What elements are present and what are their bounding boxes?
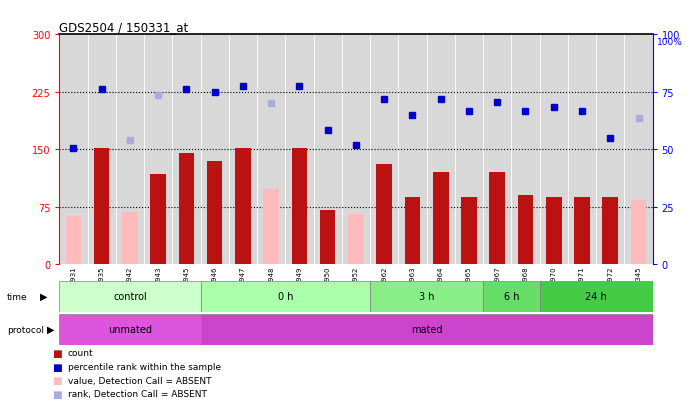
Bar (313, 35, 342, 264)
Bar (87, 35, 116, 264)
Bar (229, 35, 257, 264)
Bar (200, 314, 653, 345)
Bar (518, 196, 533, 264)
Bar (292, 148, 307, 264)
Bar (625, 35, 653, 264)
Text: count: count (68, 349, 94, 358)
Text: ■: ■ (52, 362, 62, 372)
Bar (433, 173, 449, 264)
Text: ▶: ▶ (47, 324, 54, 335)
Bar (399, 35, 426, 264)
Text: time: time (7, 292, 28, 301)
Bar (66, 216, 81, 264)
Bar (200, 281, 370, 312)
Bar (59, 314, 200, 345)
Bar (405, 197, 420, 264)
Text: protocol: protocol (7, 325, 44, 334)
Bar (568, 35, 596, 264)
Bar (596, 35, 625, 264)
Bar (540, 35, 568, 264)
Bar (263, 190, 279, 264)
Bar (489, 173, 505, 264)
Bar (285, 35, 313, 264)
Text: percentile rank within the sample: percentile rank within the sample (68, 362, 221, 371)
Bar (540, 281, 653, 312)
Bar (483, 281, 540, 312)
Text: control: control (113, 291, 147, 301)
Text: 0 h: 0 h (278, 291, 293, 301)
Text: ▶: ▶ (40, 291, 47, 301)
Bar (348, 215, 364, 264)
Bar (94, 148, 110, 264)
Bar (602, 197, 618, 264)
Bar (426, 35, 455, 264)
Bar (122, 212, 138, 264)
Bar (461, 197, 477, 264)
Bar (376, 165, 392, 264)
Text: ■: ■ (52, 375, 62, 385)
Bar (455, 35, 483, 264)
Bar (59, 35, 87, 264)
Text: rank, Detection Call = ABSENT: rank, Detection Call = ABSENT (68, 389, 207, 399)
Bar (116, 35, 144, 264)
Text: GDS2504 / 150331_at: GDS2504 / 150331_at (59, 21, 188, 34)
Text: ■: ■ (52, 348, 62, 358)
Text: 24 h: 24 h (585, 291, 607, 301)
Bar (151, 174, 166, 264)
Bar (235, 148, 251, 264)
Bar (172, 35, 200, 264)
Text: 100%: 100% (657, 38, 683, 47)
Text: 6 h: 6 h (504, 291, 519, 301)
Text: mated: mated (411, 324, 443, 335)
Bar (574, 198, 590, 264)
Bar (320, 210, 336, 264)
Bar (144, 35, 172, 264)
Text: value, Detection Call = ABSENT: value, Detection Call = ABSENT (68, 376, 211, 385)
Bar (512, 35, 540, 264)
Text: unmated: unmated (108, 324, 152, 335)
Bar (370, 281, 483, 312)
Bar (200, 35, 229, 264)
Bar (483, 35, 512, 264)
Bar (59, 281, 200, 312)
Bar (257, 35, 285, 264)
Bar (342, 35, 370, 264)
Bar (179, 154, 194, 264)
Bar (370, 35, 399, 264)
Bar (546, 197, 561, 264)
Bar (207, 161, 223, 264)
Text: 3 h: 3 h (419, 291, 434, 301)
Text: ■: ■ (52, 389, 62, 399)
Bar (631, 201, 646, 264)
